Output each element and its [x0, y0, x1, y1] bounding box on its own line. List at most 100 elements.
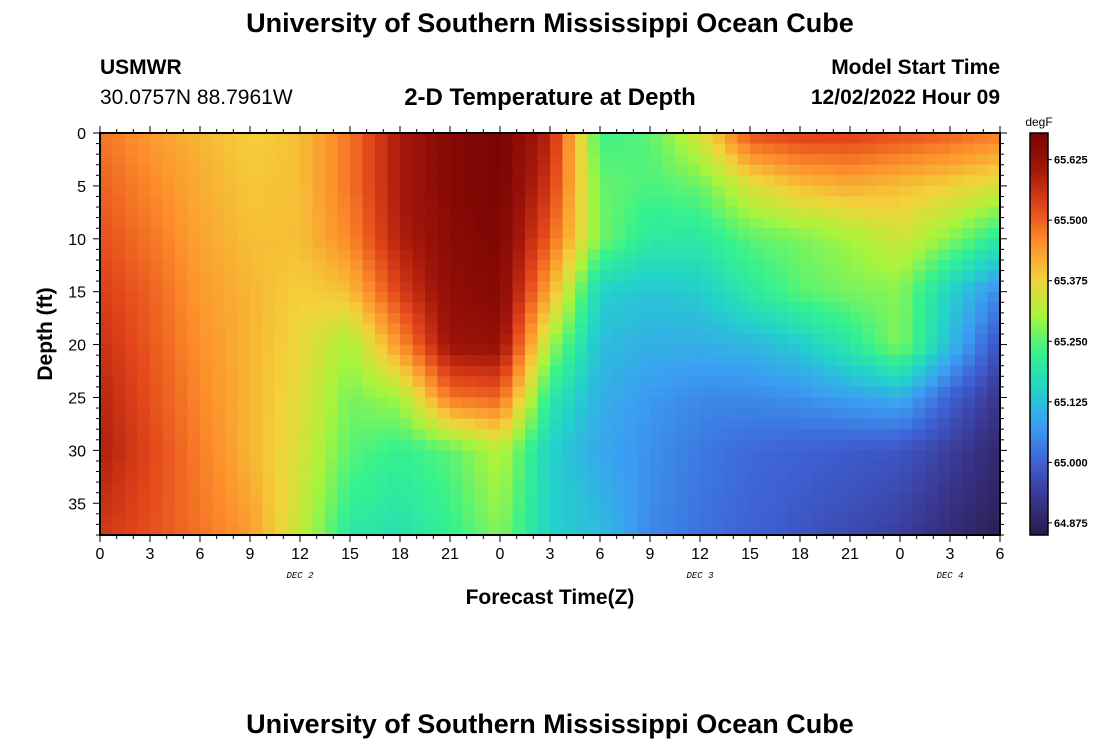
heatmap-cell	[412, 164, 426, 176]
heatmap-cell	[100, 228, 114, 240]
heatmap-cell	[787, 408, 801, 420]
heatmap-cell	[987, 439, 1000, 451]
heatmap-cell	[212, 270, 226, 282]
heatmap-cell	[450, 344, 464, 356]
heatmap-cell	[662, 513, 676, 526]
heatmap-cell	[687, 228, 701, 240]
heatmap-cell	[137, 259, 151, 272]
heatmap-cell	[762, 270, 776, 282]
heatmap-cell	[250, 524, 264, 535]
heatmap-cell	[850, 365, 864, 377]
heatmap-cell	[637, 175, 651, 187]
heatmap-cell	[850, 228, 864, 240]
heatmap-cell	[725, 376, 739, 388]
heatmap-cell	[500, 196, 514, 208]
heatmap-cell	[337, 270, 351, 282]
heatmap-cell	[112, 344, 126, 356]
heatmap-cell	[337, 259, 351, 272]
heatmap-cell	[512, 460, 526, 473]
heatmap-cell	[287, 397, 301, 409]
heatmap-cell	[950, 524, 964, 535]
heatmap-cell	[225, 228, 239, 240]
heatmap-cell	[687, 133, 701, 145]
heatmap-cell	[625, 185, 639, 198]
heatmap-cell	[237, 471, 251, 483]
heatmap-cell	[500, 217, 514, 229]
heatmap-cell	[312, 143, 326, 155]
heatmap-cell	[712, 302, 726, 314]
heatmap-cell	[562, 302, 576, 314]
heatmap-cell	[900, 418, 914, 430]
heatmap-cell	[675, 450, 689, 462]
heatmap-cell	[912, 323, 926, 335]
heatmap-cell	[500, 492, 514, 504]
heatmap-cell	[975, 259, 989, 272]
heatmap-cell	[412, 143, 426, 155]
heatmap-cell	[937, 460, 951, 473]
heatmap-cell	[900, 175, 914, 187]
heatmap-cell	[312, 439, 326, 451]
heatmap-cell	[937, 429, 951, 441]
heatmap-cell	[925, 270, 939, 282]
heatmap-cell	[225, 185, 239, 198]
heatmap-cell	[687, 270, 701, 282]
heatmap-cell	[987, 334, 1000, 346]
heatmap-cell	[212, 524, 226, 535]
heatmap-cell	[212, 196, 226, 208]
heatmap-cell	[250, 344, 264, 356]
heatmap-cell	[900, 270, 914, 282]
heatmap-cell	[475, 355, 489, 367]
heatmap-cell	[700, 471, 714, 483]
heatmap-cell	[375, 365, 389, 377]
heatmap-cell	[675, 281, 689, 293]
heatmap-cell	[800, 450, 814, 462]
heatmap-cell	[200, 259, 214, 272]
heatmap-cell	[387, 249, 401, 261]
heatmap-cell	[487, 312, 501, 325]
heatmap-cell	[937, 249, 951, 261]
heatmap-cell	[150, 397, 164, 409]
heatmap-cell	[100, 238, 114, 250]
heatmap-cell	[275, 133, 289, 145]
heatmap-cell	[612, 270, 626, 282]
heatmap-cell	[387, 334, 401, 346]
heatmap-cell	[625, 376, 639, 388]
heatmap-cell	[737, 355, 751, 367]
heatmap-cell	[125, 238, 139, 250]
heatmap-cell	[862, 376, 876, 388]
heatmap-cell	[975, 164, 989, 176]
heatmap-cell	[987, 450, 1000, 462]
heatmap-cell	[687, 386, 701, 399]
heatmap-cell	[900, 471, 914, 483]
heatmap-cell	[975, 471, 989, 483]
heatmap-cell	[587, 365, 601, 377]
heatmap-cell	[825, 492, 839, 504]
heatmap-cell	[862, 312, 876, 325]
heatmap-cell	[775, 418, 789, 430]
heatmap-cell	[887, 386, 901, 399]
heatmap-cell	[625, 143, 639, 155]
heatmap-cell	[187, 439, 201, 451]
heatmap-cell	[450, 334, 464, 346]
heatmap-cell	[450, 238, 464, 250]
heatmap-cell	[675, 259, 689, 272]
heatmap-cell	[625, 249, 639, 261]
heatmap-cell	[700, 355, 714, 367]
heatmap-cell	[437, 270, 451, 282]
heatmap-cell	[900, 281, 914, 293]
heatmap-cell	[300, 143, 314, 155]
heatmap-cell	[375, 386, 389, 399]
heatmap-cell	[862, 270, 876, 282]
heatmap-cell	[137, 143, 151, 155]
heatmap-cell	[500, 238, 514, 250]
heatmap-cell	[525, 355, 539, 367]
heatmap-cell	[550, 408, 564, 420]
y-tick-label: 35	[68, 496, 86, 513]
heatmap-cell	[212, 207, 226, 219]
heatmap-cell	[400, 312, 414, 325]
heatmap-cell	[100, 397, 114, 409]
heatmap-cell	[925, 164, 939, 176]
heatmap-cell	[625, 281, 639, 293]
heatmap-cell	[512, 344, 526, 356]
heatmap-cell	[575, 429, 589, 441]
